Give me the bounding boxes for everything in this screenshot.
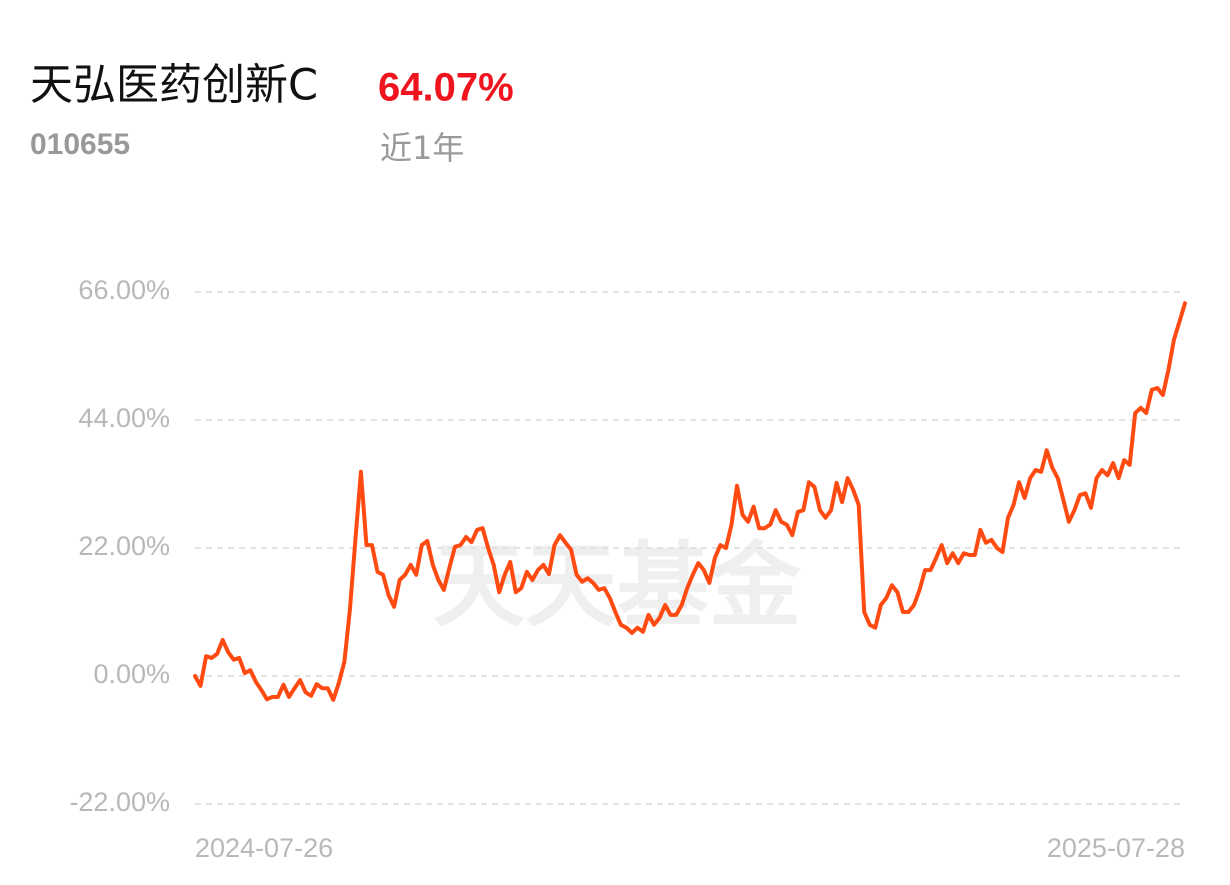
y-tick-label: 44.00% — [78, 403, 170, 433]
y-tick-label: -22.00% — [69, 787, 170, 817]
x-tick-label: 2024-07-26 — [195, 833, 333, 863]
y-tick-label: 22.00% — [78, 531, 170, 561]
fund-name: 天弘医药创新C — [30, 61, 318, 111]
line-series — [193, 301, 1187, 702]
return-value: 64.07% — [378, 66, 514, 110]
x-tick-label: 2025-07-28 — [1047, 833, 1185, 863]
y-tick-label: 66.00% — [78, 275, 170, 305]
y-tick-label: 0.00% — [93, 659, 170, 689]
fund-code: 010655 — [30, 128, 130, 161]
period: 近1年 — [380, 129, 464, 167]
